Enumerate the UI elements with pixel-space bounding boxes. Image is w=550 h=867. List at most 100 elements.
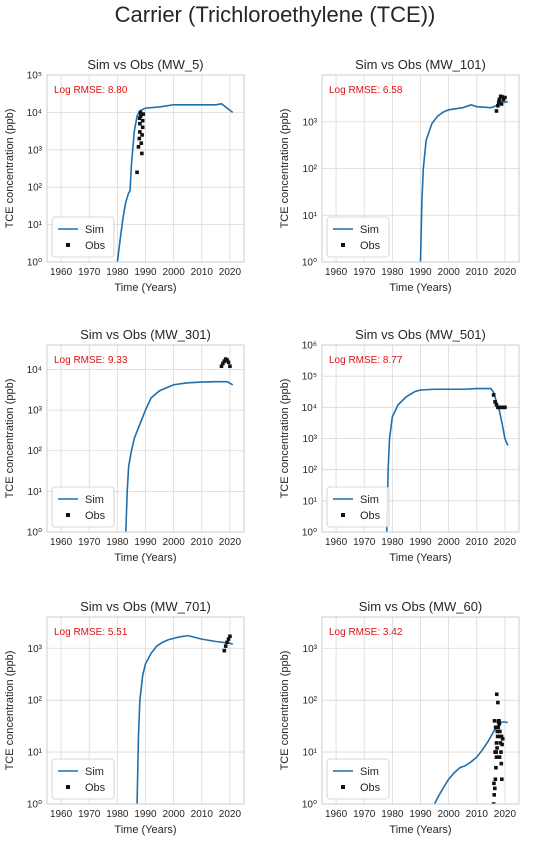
x-tick-label: 2020 [494,267,517,278]
x-tick-label: 2000 [438,537,461,548]
obs-point [141,112,146,116]
chart-svg: Sim vs Obs (MW_60) 1960 1970 1980 1990 2000 20… [279,599,520,836]
obs-point [492,793,497,797]
plot-frame [321,616,520,805]
obs-point [492,719,497,723]
obs-point [500,737,505,741]
obs-point [137,136,142,141]
x-tick-label: 1990 [134,267,157,278]
x-tick-label: 1990 [134,537,157,548]
chart-title: Sim vs Obs (MW_60) [359,599,483,614]
y-tick-label: 10² [303,696,318,707]
x-axis-label: Time (Years) [389,824,451,836]
rmse-annotation: Log RMSE: 6.58 [329,85,403,96]
legend: Sim Obs [326,216,390,258]
y-tick-label: 10³ [303,117,318,128]
legend-sim-label: Sim [360,494,379,506]
obs-point [222,359,227,363]
x-tick-label: 1970 [78,537,101,548]
legend-obs-label: Obs [85,782,106,794]
plot-frame [321,74,520,263]
legend: Sim Obs [51,486,115,528]
x-tick-label: 2000 [163,537,186,548]
legend-obs-swatch [341,785,345,789]
x-tick-label: 1970 [353,809,376,820]
y-tick-label: 10¹ [28,748,43,759]
obs-point [499,750,503,754]
x-tick-label: 1980 [106,809,129,820]
x-tick-label: 1990 [409,537,432,548]
chart-title: Sim vs Obs (MW_5) [87,57,203,72]
sim-line [136,634,233,804]
y-axis-label: TCE concentration (ppb) [279,651,291,771]
rmse-annotation: Log RMSE: 8.77 [329,355,403,366]
x-tick-label: 2000 [438,809,461,820]
x-tick-label: 1980 [106,537,129,548]
x-tick-label: 1970 [353,267,376,278]
x-tick-label: 1970 [353,537,376,548]
y-tick-label: 10² [28,183,43,194]
x-tick-label: 1960 [325,809,348,820]
obs-point [492,781,496,786]
obs-point [138,121,142,126]
obs-point [494,109,499,113]
obs-point [496,100,501,105]
obs-point [138,130,142,134]
sim-line [433,721,508,804]
legend: Sim Obs [51,758,115,800]
y-tick-label: 10¹ [28,487,43,498]
x-tick-label: 2010 [466,809,489,820]
chart-panel: Sim vs Obs (MW_701) 1960 1970 1980 1990 2000 2… [0,597,275,867]
legend-obs-label: Obs [85,510,106,522]
obs-point [228,634,232,639]
obs-point [137,116,142,120]
obs-point [225,358,229,362]
legend: Sim Obs [326,486,390,528]
x-tick-label: 2010 [191,267,214,278]
obs-point [498,734,502,739]
x-tick-label: 1980 [381,537,404,548]
obs-point [138,110,143,115]
obs-point [136,145,141,149]
y-tick-label: 10¹ [28,220,43,231]
y-tick-label: 10⁴ [27,108,42,119]
legend-sim-label: Sim [360,224,379,236]
x-tick-label: 1970 [78,267,101,278]
x-tick-label: 2000 [438,267,461,278]
obs-point [492,786,497,791]
obs-point [501,97,506,102]
obs-point [503,405,507,410]
obs-point [494,750,499,754]
y-tick-label: 10² [28,446,43,457]
obs-point [493,400,497,404]
obs-point [494,692,499,697]
obs-point [495,734,500,739]
obs-point [222,648,227,653]
x-tick-label: 1960 [325,537,348,548]
x-axis-label: Time (Years) [114,552,176,564]
y-axis-label: TCE concentration (ppb) [4,379,16,499]
y-tick-label: 10⁰ [27,528,42,539]
obs-point [491,802,496,804]
y-tick-label: 10⁰ [302,800,317,811]
obs-point [499,761,504,766]
obs-point [503,95,507,100]
chart-panel: Sim vs Obs (MW_301) 1960 1970 1980 1990 2000 2… [0,325,275,595]
y-tick-label: 10⁰ [27,258,42,269]
legend-sim-label: Sim [85,224,104,236]
obs-point [139,141,144,146]
plot-frame [46,344,245,533]
obs-point [495,729,500,734]
y-tick-label: 10⁴ [302,403,317,414]
y-axis-label: TCE concentration (ppb) [4,651,16,771]
y-axis-label: TCE concentration (ppb) [279,109,291,229]
x-tick-label: 2020 [494,809,517,820]
x-tick-label: 2000 [163,809,186,820]
plot-frame [321,344,520,533]
obs-point [221,361,225,366]
x-tick-label: 2020 [219,809,242,820]
obs-point [225,640,229,645]
obs-point [140,133,144,137]
obs-point [223,644,228,648]
obs-point [140,118,145,123]
